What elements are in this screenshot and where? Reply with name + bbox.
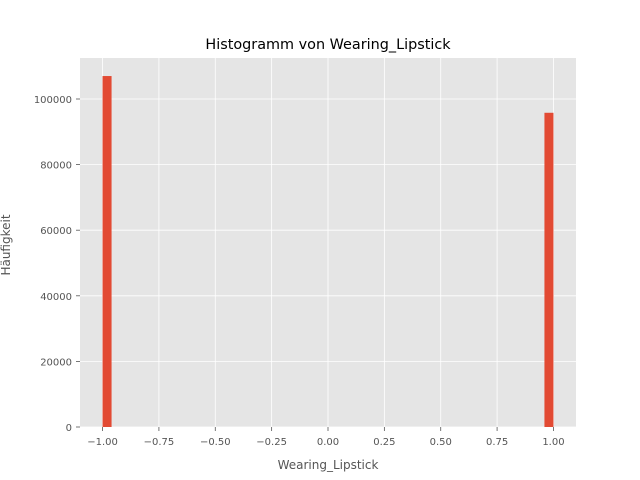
histogram-bar — [544, 112, 554, 427]
x-tick-label: −0.75 — [144, 437, 175, 448]
x-tick-label: −0.25 — [256, 437, 287, 448]
histogram-bar — [102, 76, 112, 427]
x-axis-label: Wearing_Lipstick — [278, 458, 379, 472]
x-tick-label: 0.50 — [430, 437, 452, 448]
x-tick-label: 1.00 — [542, 437, 564, 448]
y-tick-label: 20000 — [40, 357, 72, 368]
y-axis-label: Häufigkeit — [0, 214, 13, 275]
chart-title: Histogramm von Wearing_Lipstick — [205, 37, 451, 53]
x-tick-label: −1.00 — [87, 437, 118, 448]
x-tick-label: 0.25 — [373, 437, 395, 448]
bars — [102, 76, 554, 427]
y-tick-label: 60000 — [40, 226, 72, 237]
y-tick-label: 80000 — [40, 161, 72, 172]
y-tick-label: 100000 — [34, 95, 72, 106]
x-axis-ticks: −1.00 −0.75 −0.50 −0.25 0.00 0.25 0.50 0.75 1.00 — [87, 427, 565, 448]
x-tick-label: −0.50 — [200, 437, 231, 448]
x-tick-label: 0.75 — [486, 437, 508, 448]
y-tick-label: 40000 — [40, 292, 72, 303]
y-tick-label: 0 — [66, 423, 72, 434]
x-tick-label: 0.00 — [317, 437, 339, 448]
y-axis-ticks: 0 20000 40000 60000 80000 100000 — [34, 95, 80, 434]
